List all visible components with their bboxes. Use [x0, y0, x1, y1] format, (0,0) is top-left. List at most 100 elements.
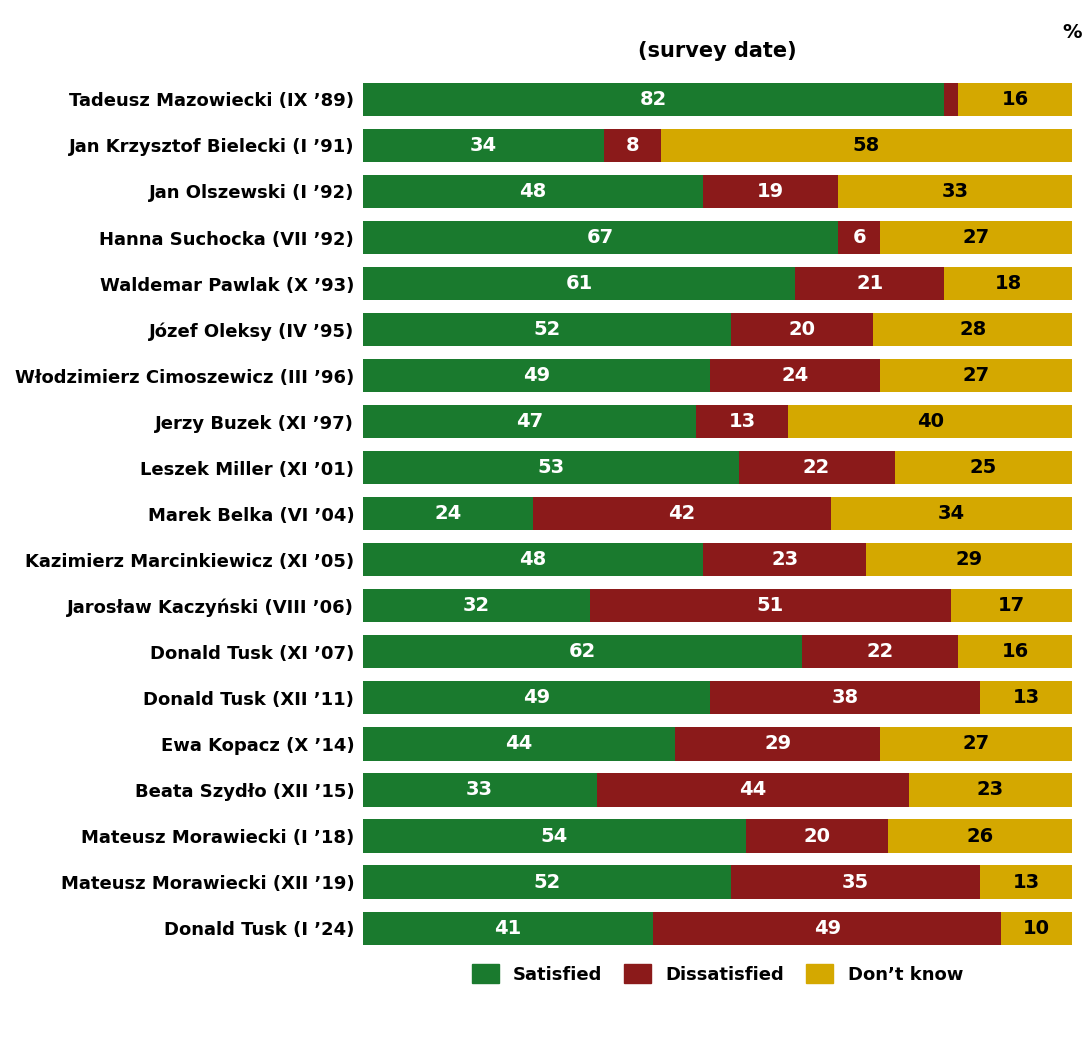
Bar: [873, 313, 1072, 347]
Bar: [838, 221, 880, 254]
Bar: [363, 682, 710, 715]
Bar: [746, 819, 888, 853]
Bar: [959, 635, 1072, 668]
Text: 13: 13: [1012, 873, 1039, 891]
Bar: [732, 313, 873, 347]
Text: 44: 44: [505, 735, 533, 754]
Text: 16: 16: [1001, 643, 1029, 662]
Bar: [788, 405, 1072, 439]
Text: 17: 17: [998, 596, 1025, 615]
Text: 40: 40: [916, 412, 944, 431]
Text: 24: 24: [434, 504, 461, 523]
Text: 27: 27: [963, 228, 990, 247]
Bar: [363, 819, 746, 853]
Bar: [710, 359, 880, 392]
Bar: [589, 589, 951, 623]
Text: 10: 10: [1023, 919, 1050, 938]
Text: %: %: [1062, 23, 1082, 42]
Text: 38: 38: [832, 688, 859, 707]
Bar: [661, 129, 1072, 162]
Text: 53: 53: [537, 459, 564, 477]
Bar: [945, 82, 959, 116]
Text: 48: 48: [520, 551, 547, 570]
Text: 48: 48: [520, 182, 547, 201]
Bar: [533, 497, 830, 531]
Bar: [710, 682, 979, 715]
Text: 47: 47: [515, 412, 542, 431]
Bar: [363, 129, 603, 162]
Bar: [909, 774, 1072, 806]
Text: 22: 22: [803, 459, 830, 477]
Bar: [796, 267, 945, 300]
Text: 24: 24: [782, 366, 809, 385]
Text: 33: 33: [466, 780, 493, 799]
Text: 35: 35: [842, 873, 870, 891]
Title: (survey date): (survey date): [638, 41, 797, 61]
Bar: [696, 405, 788, 439]
Text: 21: 21: [857, 274, 884, 293]
Text: 42: 42: [669, 504, 696, 523]
Bar: [959, 82, 1072, 116]
Text: 27: 27: [963, 735, 990, 754]
Bar: [880, 727, 1072, 761]
Bar: [738, 451, 895, 484]
Text: 8: 8: [625, 136, 639, 155]
Bar: [597, 774, 909, 806]
Bar: [979, 682, 1072, 715]
Text: 29: 29: [764, 735, 791, 754]
Bar: [951, 589, 1072, 623]
Bar: [895, 451, 1072, 484]
Bar: [363, 451, 738, 484]
Text: 23: 23: [977, 780, 1004, 799]
Legend: Satisfied, Dissatisfied, Don’t know: Satisfied, Dissatisfied, Don’t know: [463, 956, 972, 993]
Text: 44: 44: [739, 780, 766, 799]
Text: 32: 32: [463, 596, 489, 615]
Text: 54: 54: [540, 827, 567, 846]
Text: 20: 20: [789, 320, 816, 339]
Text: 82: 82: [640, 90, 667, 109]
Bar: [363, 313, 732, 347]
Bar: [979, 866, 1072, 898]
Text: 58: 58: [852, 136, 879, 155]
Text: 6: 6: [852, 228, 866, 247]
Bar: [363, 359, 710, 392]
Bar: [603, 129, 661, 162]
Bar: [866, 543, 1072, 576]
Text: 34: 34: [938, 504, 965, 523]
Text: 23: 23: [771, 551, 798, 570]
Text: 49: 49: [814, 919, 841, 938]
Bar: [653, 911, 1001, 945]
Bar: [363, 774, 597, 806]
Bar: [675, 727, 880, 761]
Bar: [703, 174, 838, 208]
Bar: [363, 866, 732, 898]
Text: 52: 52: [534, 320, 561, 339]
Bar: [363, 221, 838, 254]
Text: 61: 61: [565, 274, 592, 293]
Bar: [888, 819, 1072, 853]
Text: 22: 22: [866, 643, 895, 662]
Bar: [363, 174, 703, 208]
Text: 13: 13: [1012, 688, 1039, 707]
Bar: [838, 174, 1072, 208]
Bar: [703, 543, 866, 576]
Text: 34: 34: [470, 136, 497, 155]
Text: 28: 28: [959, 320, 986, 339]
Text: 62: 62: [569, 643, 596, 662]
Bar: [732, 866, 979, 898]
Text: 29: 29: [955, 551, 983, 570]
Bar: [945, 267, 1072, 300]
Text: 19: 19: [757, 182, 784, 201]
Bar: [363, 911, 653, 945]
Bar: [363, 589, 589, 623]
Text: 20: 20: [803, 827, 830, 846]
Bar: [802, 635, 959, 668]
Bar: [880, 359, 1072, 392]
Text: 26: 26: [966, 827, 994, 846]
Bar: [1001, 911, 1072, 945]
Text: 13: 13: [728, 412, 755, 431]
Text: 49: 49: [523, 688, 550, 707]
Text: 51: 51: [757, 596, 784, 615]
Bar: [880, 221, 1072, 254]
Text: 52: 52: [534, 873, 561, 891]
